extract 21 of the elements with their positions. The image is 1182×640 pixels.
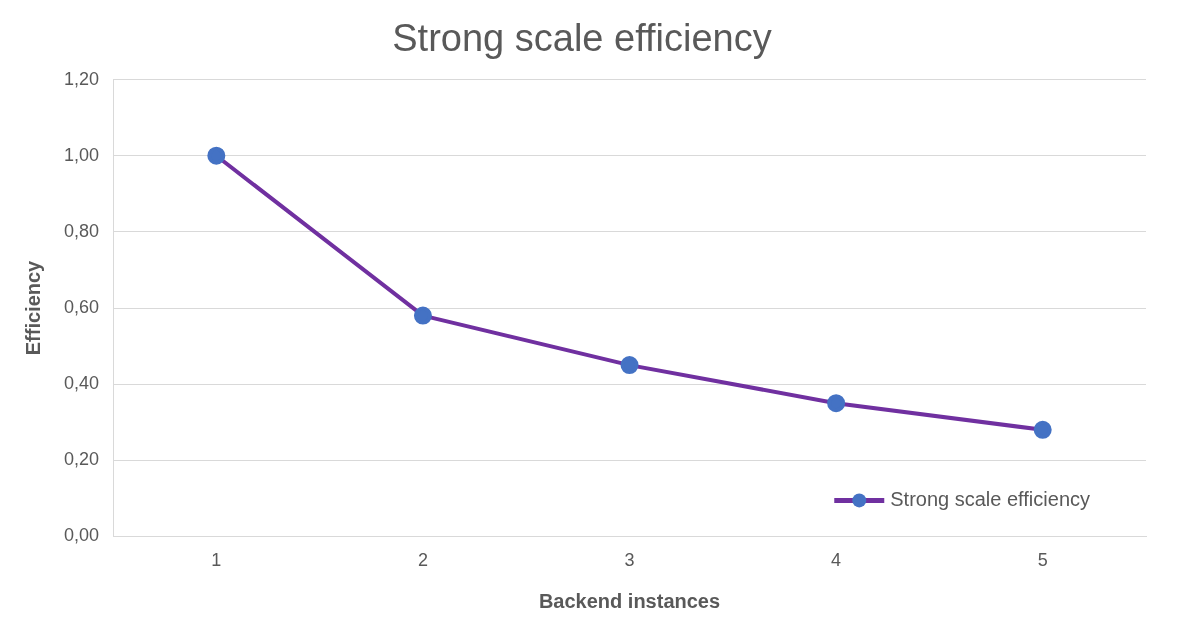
y-tick-label: 0,80 [63, 220, 100, 241]
x-tick-label: 3 [624, 550, 635, 571]
y-tick-label: 0,00 [63, 525, 100, 546]
point [620, 356, 639, 375]
x-tick-label: 2 [417, 550, 428, 571]
x-tick-label: 4 [831, 550, 842, 571]
legend-label: Strong scale efficiency [890, 487, 1091, 510]
x-tick-label: 1 [211, 550, 222, 571]
chart-title: Strong scale efficiency [392, 17, 772, 60]
point [827, 394, 846, 413]
x-axis-title: Backend instances [538, 589, 721, 612]
point [207, 146, 226, 165]
x-tick-label: 5 [1037, 550, 1048, 571]
point [413, 306, 432, 325]
point [1033, 420, 1052, 439]
y-tick-label: 0,20 [63, 449, 100, 470]
y-axis-title: Efficiency [21, 259, 44, 356]
y-tick-label: 1,00 [63, 144, 100, 165]
y-tick-label: 0,40 [63, 373, 100, 394]
y-tick-label: 0,60 [63, 296, 100, 317]
y-tick-label: 1,20 [63, 68, 100, 89]
